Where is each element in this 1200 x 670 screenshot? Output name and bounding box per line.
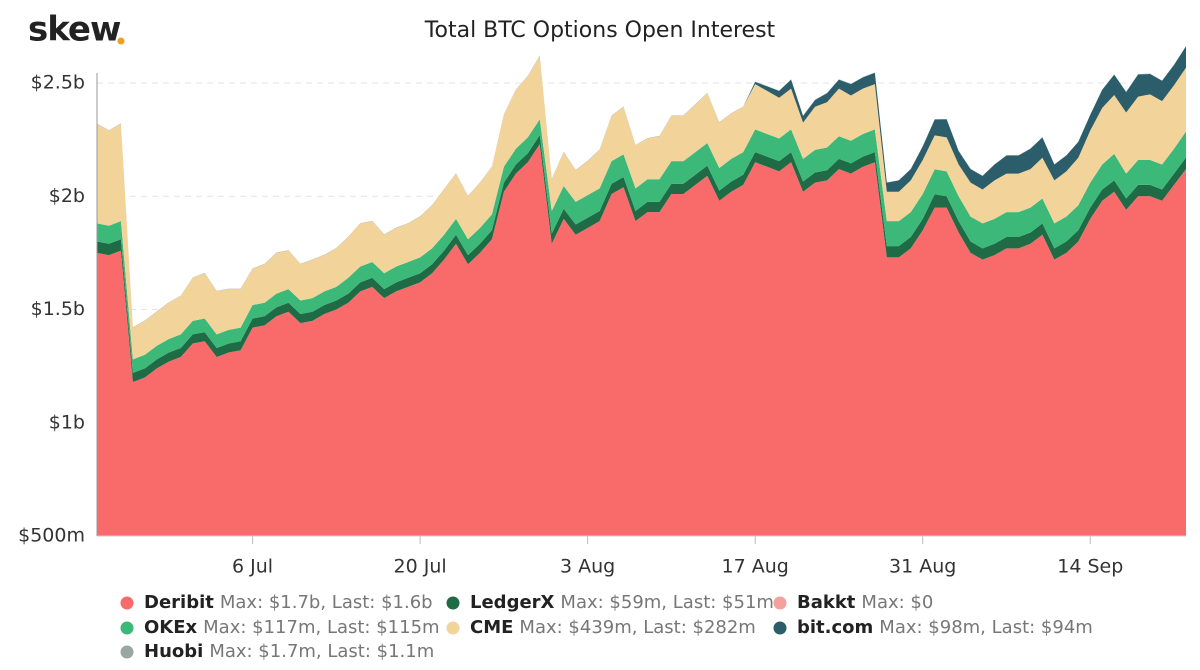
legend-label: Deribit Max: $1.7b, Last: $1.6b: [144, 592, 433, 613]
legend-label: CME Max: $439m, Last: $282m: [470, 617, 756, 638]
x-tick-label: 31 Aug: [889, 556, 956, 578]
legend: Deribit Max: $1.7b, Last: $1.6b LedgerX Max…: [120, 592, 1093, 662]
axes: $500m $1b $1.5b $2b $2.5b 6 Jul 20 Jul 3 Aug 17 …: [18, 72, 1186, 578]
x-tick-label: 3 Aug: [560, 556, 615, 578]
area: [97, 55, 1186, 360]
areas: [97, 46, 1186, 536]
x-tick-label: 14 Sep: [1057, 556, 1123, 578]
x-tick-label: 6 Jul: [232, 556, 273, 578]
legend-marker: [773, 596, 787, 610]
legend-stats: Max: $59m, Last: $51m: [560, 592, 774, 613]
legend-stats: Max: $1.7m, Last: $1.1m: [209, 641, 434, 662]
legend-stats: Max: $0: [861, 592, 933, 613]
legend-label: OKEx Max: $117m, Last: $115m: [144, 617, 440, 638]
legend-marker: [773, 621, 787, 635]
legend-item: Deribit Max: $1.7b, Last: $1.6b: [120, 592, 433, 613]
y-tick-label: $1b: [49, 411, 85, 433]
legend-item: CME Max: $439m, Last: $282m: [446, 617, 756, 638]
legend-stats: Max: $98m, Last: $94m: [879, 617, 1093, 638]
legend-label: LedgerX Max: $59m, Last: $51m: [470, 592, 774, 613]
legend-marker: [446, 621, 460, 635]
legend-stats: Max: $117m, Last: $115m: [203, 617, 439, 638]
legend-item: Bakkt Max: $0: [773, 592, 933, 613]
chart-title: Total BTC Options Open Interest: [424, 18, 776, 43]
legend-item: LedgerX Max: $59m, Last: $51m: [446, 592, 774, 613]
legend-label: Huobi Max: $1.7m, Last: $1.1m: [144, 641, 434, 662]
legend-name: Bakkt: [797, 592, 856, 613]
legend-name: CME: [470, 617, 513, 638]
x-tick-label: 20 Jul: [394, 556, 447, 578]
legend-item: Huobi Max: $1.7m, Last: $1.1m: [120, 641, 434, 662]
y-tick-label: $1.5b: [31, 298, 85, 320]
y-tick-label: $2b: [49, 185, 85, 207]
legend-label: bit.com Max: $98m, Last: $94m: [797, 617, 1093, 638]
legend-name: bit.com: [797, 617, 873, 638]
legend-name: Huobi: [144, 641, 203, 662]
legend-marker: [120, 621, 134, 635]
y-tick-label: $2.5b: [31, 72, 85, 94]
legend-marker: [120, 645, 134, 659]
legend-label: Bakkt Max: $0: [797, 592, 933, 613]
legend-name: LedgerX: [470, 592, 555, 613]
x-tick-label: 17 Aug: [722, 556, 789, 578]
legend-item: bit.com Max: $98m, Last: $94m: [773, 617, 1093, 638]
area: [97, 144, 1186, 536]
y-tick-label: $500m: [18, 525, 85, 547]
legend-marker: [446, 596, 460, 610]
logo-dot: [117, 37, 125, 45]
legend-stats: Max: $1.7b, Last: $1.6b: [220, 592, 433, 613]
logo: skew: [28, 10, 121, 50]
legend-stats: Max: $439m, Last: $282m: [519, 617, 755, 638]
legend-name: OKEx: [144, 617, 198, 638]
legend-item: OKEx Max: $117m, Last: $115m: [120, 617, 440, 638]
legend-name: Deribit: [144, 592, 214, 613]
legend-marker: [120, 596, 134, 610]
